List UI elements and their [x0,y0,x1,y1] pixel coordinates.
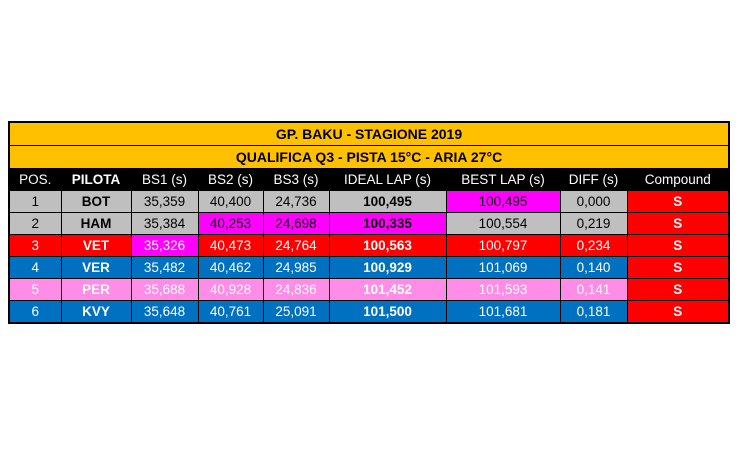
pos-cell: 2 [8,212,62,235]
bs1-cell: 35,384 [130,212,199,235]
bs3-cell: 24,836 [262,278,330,301]
bs3-cell: 24,736 [262,190,330,213]
qualifying-table: GP. BAKU - STAGIONE 2019 QUALIFICA Q3 - … [8,121,731,324]
pos-cell: 3 [8,234,62,257]
table-row: 6 KVY 35,648 40,761 25,091 101,500 101,681 0,18… [8,300,730,324]
header-best-lap: BEST LAP (s) [445,168,561,191]
ideal-lap-cell: 100,495 [328,190,447,213]
table-row: 3 VET 35,326 40,473 24,764 100,563 100,797 0,23… [8,234,730,257]
pos-cell: 1 [8,190,62,213]
ideal-lap-cell: 100,335 [328,212,447,235]
bs1-cell: 35,648 [130,300,199,324]
table-row: 5 PER 35,688 40,928 24,836 101,452 101,593 0,14… [8,278,730,301]
driver-cell: VER [60,256,132,279]
compound-cell: S [626,300,730,324]
driver-cell: VET [60,234,132,257]
compound-cell: S [626,212,730,235]
table-title: GP. BAKU - STAGIONE 2019 [8,121,730,146]
header-compound: Compound [626,168,730,191]
table-subtitle: QUALIFICA Q3 - PISTA 15°C - ARIA 27°C [8,145,730,169]
best-lap-cell: 100,495 [445,190,561,213]
bs2-cell: 40,253 [197,212,264,235]
bs1-cell: 35,359 [130,190,199,213]
best-lap-cell: 101,593 [445,278,561,301]
diff-cell: 0,000 [559,190,628,213]
compound-cell: S [626,256,730,279]
header-bs2: BS2 (s) [197,168,264,191]
driver-cell: BOT [60,190,132,213]
best-lap-cell: 101,681 [445,300,561,324]
diff-cell: 0,219 [559,212,628,235]
ideal-lap-cell: 101,452 [328,278,447,301]
bs2-cell: 40,462 [197,256,264,279]
table-row: 1 BOT 35,359 40,400 24,736 100,495 100,495 0,00… [8,190,730,213]
bs3-cell: 25,091 [262,300,330,324]
bs2-cell: 40,928 [197,278,264,301]
title-row: GP. BAKU - STAGIONE 2019 [8,121,730,146]
subtitle-row: QUALIFICA Q3 - PISTA 15°C - ARIA 27°C [8,145,730,169]
bs3-cell: 24,985 [262,256,330,279]
best-lap-cell: 100,554 [445,212,561,235]
bs2-cell: 40,473 [197,234,264,257]
table-row: 2 HAM 35,384 40,253 24,698 100,335 100,554 0,21… [8,212,730,235]
driver-cell: HAM [60,212,132,235]
ideal-lap-cell: 100,929 [328,256,447,279]
bs3-cell: 24,698 [262,212,330,235]
compound-cell: S [626,190,730,213]
header-ideal-lap: IDEAL LAP (s) [328,168,447,191]
qualifying-table-container: GP. BAKU - STAGIONE 2019 QUALIFICA Q3 - … [8,121,731,324]
best-lap-cell: 100,797 [445,234,561,257]
driver-cell: PER [60,278,132,301]
header-pos: POS. [8,168,62,191]
diff-cell: 0,234 [559,234,628,257]
header-diff: DIFF (s) [559,168,628,191]
bs2-cell: 40,400 [197,190,264,213]
ideal-lap-cell: 100,563 [328,234,447,257]
bs3-cell: 24,764 [262,234,330,257]
bs1-cell: 35,482 [130,256,199,279]
header-row: POS. PILOTA BS1 (s) BS2 (s) BS3 (s) IDEA… [8,168,730,191]
driver-cell: KVY [60,300,132,324]
compound-cell: S [626,234,730,257]
diff-cell: 0,141 [559,278,628,301]
best-lap-cell: 101,069 [445,256,561,279]
pos-cell: 6 [8,300,62,324]
header-bs1: BS1 (s) [130,168,199,191]
bs1-cell: 35,688 [130,278,199,301]
ideal-lap-cell: 101,500 [328,300,447,324]
pos-cell: 5 [8,278,62,301]
header-pilota: PILOTA [60,168,132,191]
pos-cell: 4 [8,256,62,279]
header-bs3: BS3 (s) [262,168,330,191]
bs1-cell: 35,326 [130,234,199,257]
bs2-cell: 40,761 [197,300,264,324]
diff-cell: 0,140 [559,256,628,279]
table-row: 4 VER 35,482 40,462 24,985 100,929 101,069 0,14… [8,256,730,279]
diff-cell: 0,181 [559,300,628,324]
compound-cell: S [626,278,730,301]
